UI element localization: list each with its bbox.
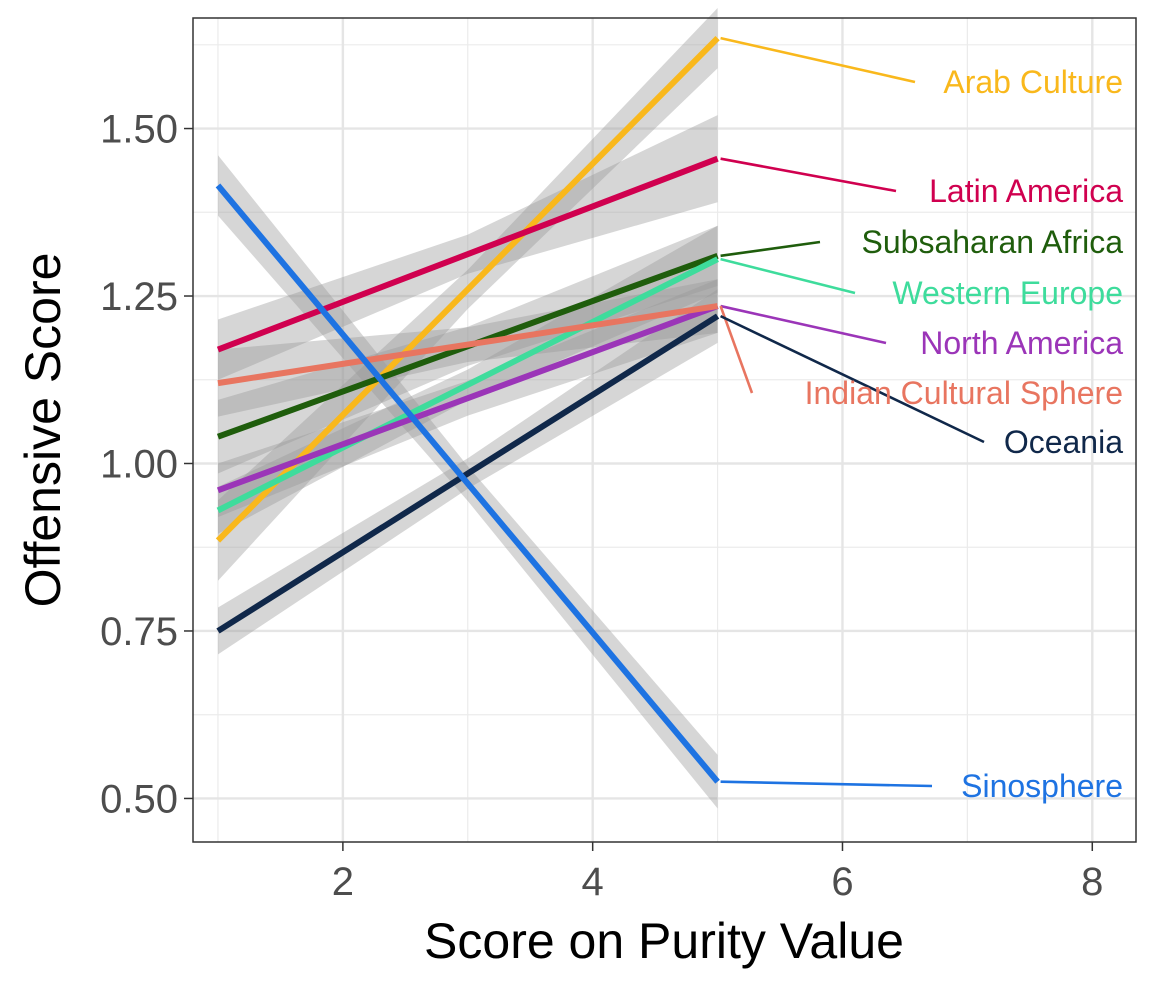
label-leader-line (720, 257, 856, 295)
series-line-north-america (216, 303, 719, 494)
x-tick-label: 6 (831, 860, 853, 904)
confidence-band-latin-america (218, 115, 718, 380)
y-tick-label: 0.75 (100, 610, 178, 654)
label-leader-line (720, 157, 897, 193)
series-label-oceania: Oceania (1004, 424, 1123, 460)
label-leader-line (720, 36, 916, 84)
grid-major (193, 18, 1136, 842)
label-leader-line (719, 305, 754, 394)
series-label-western-europe: Western Europe (892, 275, 1123, 311)
label-leader-line (720, 314, 985, 444)
y-tick-label: 1.00 (100, 442, 178, 486)
y-axis-title: Offensive Score (15, 253, 71, 608)
series-line-oceania (216, 313, 720, 634)
series-lines (215, 35, 720, 784)
series-line-latin-america (216, 155, 719, 353)
x-tick-label: 8 (1081, 860, 1103, 904)
x-axis-ticks: 2 4 6 8 (332, 842, 1103, 904)
panel-border (192, 17, 1137, 843)
series-label-subsaharan-africa: Subsaharan Africa (862, 224, 1124, 260)
series-line-western-europe (216, 256, 719, 514)
label-leader-lines (719, 36, 985, 788)
y-tick-label: 1.25 (100, 275, 178, 319)
series-line-sinosphere (215, 183, 720, 784)
x-axis-title: Score on Purity Value (424, 913, 904, 969)
series-labels: Arab Culture Latin America Subsaharan Afri… (805, 64, 1124, 804)
series-label-latin-america: Latin America (929, 173, 1123, 209)
label-leader-line (720, 780, 933, 788)
confidence-band-arab-culture (218, 8, 718, 581)
y-axis-ticks: 0.50 0.75 1.00 1.25 1.50 (100, 108, 193, 821)
series-label-arab-culture: Arab Culture (943, 64, 1123, 100)
y-tick-label: 1.50 (100, 108, 178, 152)
label-leader-line (720, 304, 887, 345)
y-tick-label: 0.50 (100, 777, 178, 821)
series-label-north-america: North America (920, 325, 1123, 361)
series-label-sinosphere: Sinosphere (961, 768, 1123, 804)
x-tick-label: 2 (332, 860, 354, 904)
series-label-indian-cultural-sphere: Indian Cultural Sphere (805, 375, 1123, 411)
x-tick-label: 4 (582, 860, 604, 904)
series-line-indian-cultural-sphere (217, 303, 719, 387)
grid-minor (193, 18, 1136, 842)
label-leader-line (720, 240, 821, 258)
panel-background (193, 18, 1136, 842)
